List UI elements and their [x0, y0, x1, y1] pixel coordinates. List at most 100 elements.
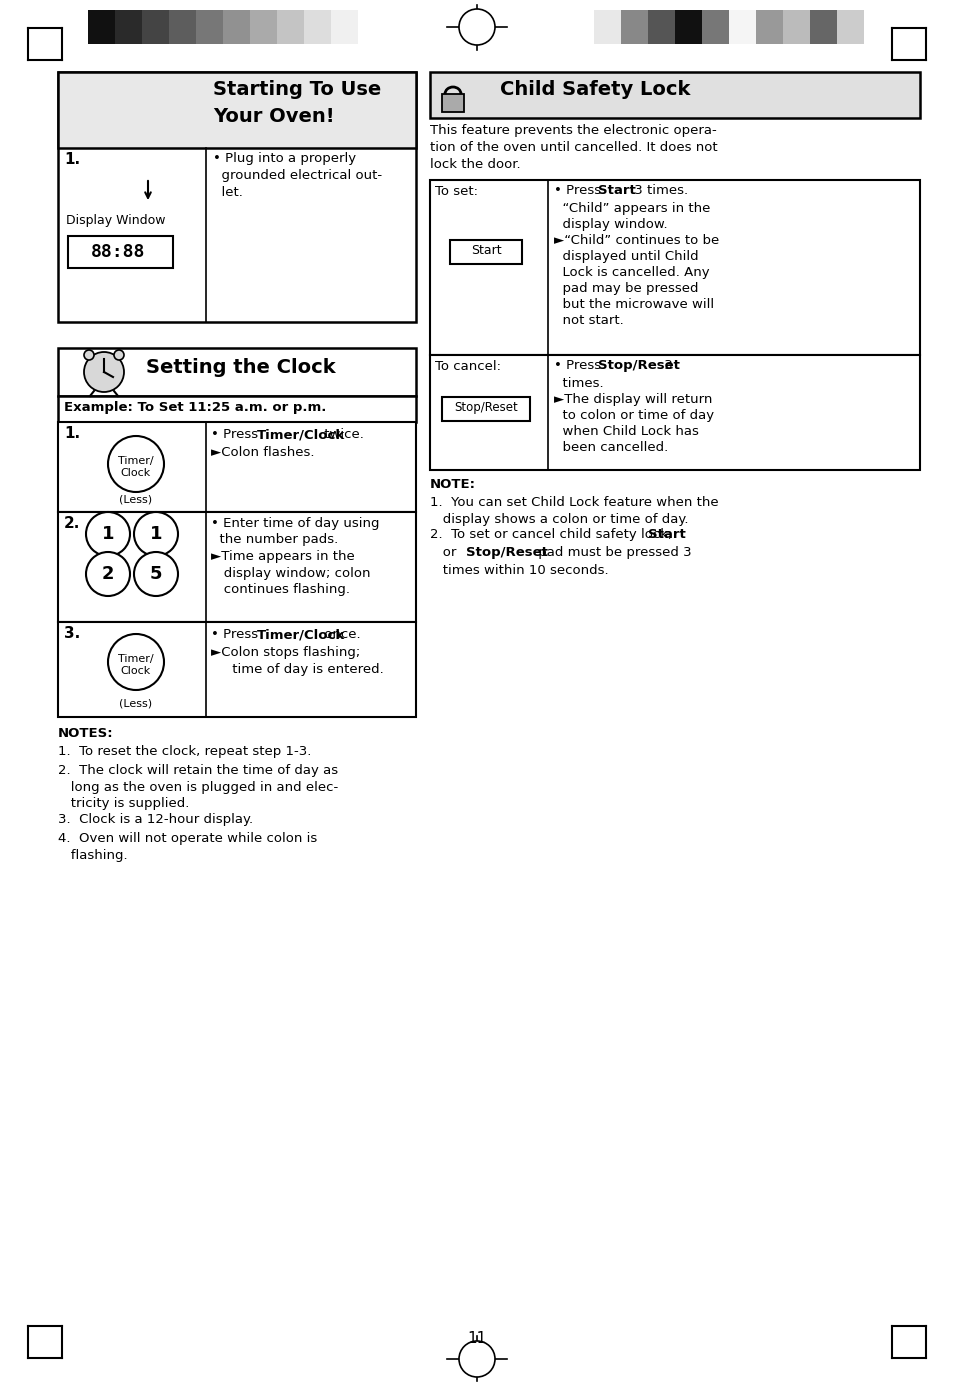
Circle shape	[133, 552, 178, 596]
Bar	[250, 10, 276, 44]
Text: 2.  The clock will retain the time of day as
   long as the oven is plugged in a: 2. The clock will retain the time of day…	[58, 764, 338, 809]
Bar	[701, 10, 728, 44]
Text: Display Window: Display Window	[66, 213, 165, 227]
Text: • Press: • Press	[211, 628, 262, 640]
Bar	[675, 10, 701, 44]
Text: (Less): (Less)	[119, 493, 152, 505]
Text: Your Oven!: Your Oven!	[213, 107, 335, 126]
Circle shape	[84, 351, 94, 360]
Text: 2.: 2.	[64, 516, 80, 531]
Text: pad must be pressed 3: pad must be pressed 3	[534, 546, 691, 559]
Circle shape	[86, 552, 130, 596]
Bar	[441, 396, 530, 421]
Text: 1: 1	[102, 525, 114, 543]
Bar	[58, 622, 416, 717]
Text: times within 10 seconds.: times within 10 seconds.	[430, 564, 608, 577]
Bar	[58, 348, 416, 396]
Bar	[647, 10, 675, 44]
Bar	[441, 94, 463, 112]
Text: 88:88: 88:88	[91, 243, 146, 261]
Bar	[58, 421, 416, 511]
Bar	[430, 72, 919, 118]
Bar	[169, 10, 195, 44]
Text: Stop/Reset: Stop/Reset	[465, 546, 547, 559]
Bar	[223, 10, 250, 44]
Text: 3: 3	[659, 359, 672, 371]
Bar	[728, 10, 755, 44]
Bar	[142, 10, 169, 44]
Bar	[594, 10, 620, 44]
Circle shape	[84, 352, 124, 392]
Text: Stop/Reset: Stop/Reset	[598, 359, 679, 371]
Text: 3.  Clock is a 12-hour display.: 3. Clock is a 12-hour display.	[58, 814, 253, 826]
Bar	[782, 10, 809, 44]
Bar	[331, 10, 357, 44]
Text: or: or	[430, 546, 460, 559]
Text: • Enter time of day using
  the number pads.
►Time appears in the
   display win: • Enter time of day using the number pad…	[211, 517, 379, 596]
Bar	[450, 240, 521, 263]
Text: Start: Start	[598, 184, 635, 197]
Text: ►Colon stops flashing;
     time of day is entered.: ►Colon stops flashing; time of day is en…	[211, 646, 383, 675]
Text: Clock: Clock	[121, 667, 151, 676]
Text: Child Safety Lock: Child Safety Lock	[499, 80, 690, 98]
Bar	[809, 10, 836, 44]
Text: 3 times.: 3 times.	[629, 184, 687, 197]
Text: • Plug into a properly
  grounded electrical out-
  let.: • Plug into a properly grounded electric…	[213, 152, 382, 200]
Bar	[115, 10, 142, 44]
Text: Setting the Clock: Setting the Clock	[146, 358, 335, 377]
Bar	[68, 236, 172, 267]
Text: • Press: • Press	[554, 359, 605, 371]
Text: 2: 2	[102, 565, 114, 584]
Text: Timer/Clock: Timer/Clock	[256, 428, 345, 441]
Bar	[195, 10, 223, 44]
Bar	[58, 72, 416, 148]
Text: Example: To Set 11:25 a.m. or p.m.: Example: To Set 11:25 a.m. or p.m.	[64, 401, 326, 414]
Text: To set:: To set:	[435, 184, 477, 198]
Text: 1.: 1.	[64, 426, 80, 441]
Bar	[836, 10, 863, 44]
Text: Timer/: Timer/	[118, 654, 153, 664]
Text: 1.  To reset the clock, repeat step 1-3.: 1. To reset the clock, repeat step 1-3.	[58, 746, 311, 758]
Circle shape	[108, 437, 164, 492]
Text: ►Colon flashes.: ►Colon flashes.	[211, 446, 314, 459]
Text: • Press: • Press	[554, 184, 605, 197]
Bar	[304, 10, 331, 44]
Text: Clock: Clock	[121, 468, 151, 478]
Text: 1.: 1.	[64, 152, 80, 166]
Bar	[58, 511, 416, 622]
Text: 5: 5	[150, 565, 162, 584]
Text: 11: 11	[467, 1331, 486, 1346]
Text: 2.  To set or cancel child safety lock,: 2. To set or cancel child safety lock,	[430, 528, 676, 541]
Text: 1: 1	[150, 525, 162, 543]
Text: Start: Start	[647, 528, 685, 541]
Text: (Less): (Less)	[119, 699, 152, 710]
Bar	[276, 10, 304, 44]
Circle shape	[113, 351, 124, 360]
Text: 4.  Oven will not operate while colon is
   flashing.: 4. Oven will not operate while colon is …	[58, 832, 317, 862]
Text: To cancel:: To cancel:	[435, 360, 500, 373]
Bar	[58, 396, 416, 421]
Text: Start: Start	[470, 244, 500, 256]
Text: NOTES:: NOTES:	[58, 728, 113, 740]
Circle shape	[458, 8, 495, 44]
Bar	[755, 10, 782, 44]
Bar	[430, 355, 919, 470]
Text: Starting To Use: Starting To Use	[213, 80, 381, 98]
Text: Stop/Reset: Stop/Reset	[454, 401, 517, 414]
Circle shape	[86, 511, 130, 556]
Bar	[88, 10, 115, 44]
Text: once.: once.	[319, 628, 360, 640]
Text: times.
►The display will return
  to colon or time of day
  when Child Lock has
: times. ►The display will return to colon…	[554, 377, 714, 455]
Text: Timer/Clock: Timer/Clock	[256, 628, 345, 640]
Circle shape	[458, 1342, 495, 1378]
Text: “Child” appears in the
  display window.
►“Child” continues to be
  displayed un: “Child” appears in the display window. ►…	[554, 202, 719, 327]
Text: 3.: 3.	[64, 626, 80, 640]
Text: Timer/: Timer/	[118, 456, 153, 466]
Text: twice.: twice.	[319, 428, 363, 441]
Bar	[430, 180, 919, 355]
Text: 1.  You can set Child Lock feature when the
   display shows a colon or time of : 1. You can set Child Lock feature when t…	[430, 496, 718, 525]
Text: • Press: • Press	[211, 428, 262, 441]
Text: This feature prevents the electronic opera-
tion of the oven until cancelled. It: This feature prevents the electronic ope…	[430, 123, 717, 170]
Text: NOTE:: NOTE:	[430, 478, 476, 491]
Circle shape	[108, 633, 164, 690]
